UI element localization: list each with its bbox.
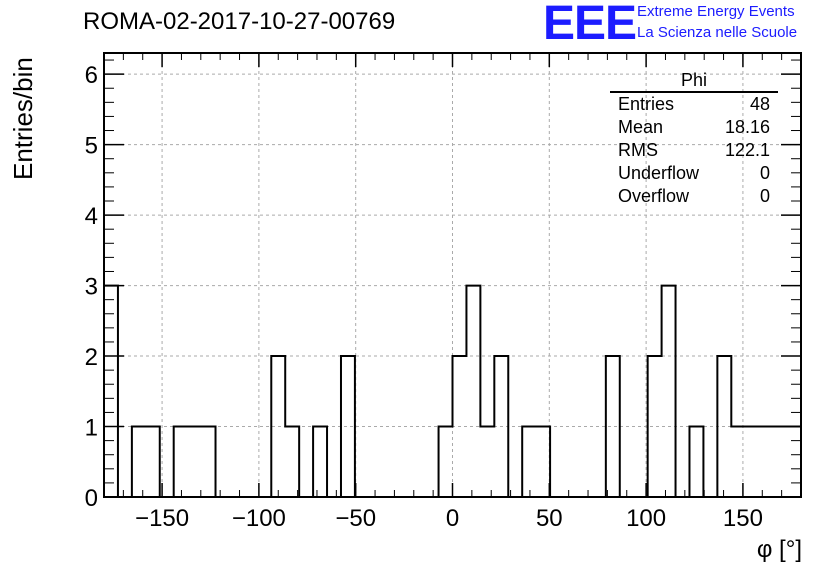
stats-value: 18.16 xyxy=(724,117,770,137)
y-tick-label: 5 xyxy=(85,133,98,160)
histogram-bin xyxy=(285,427,299,497)
axis-ticks xyxy=(104,53,801,498)
histogram-bin xyxy=(174,427,188,497)
histogram-bin xyxy=(787,427,801,497)
stats-value: 48 xyxy=(749,94,770,114)
x-tick-label: 100 xyxy=(626,505,666,532)
histogram-bin xyxy=(522,427,536,497)
y-tick-label: 1 xyxy=(85,415,98,442)
logo-line-2: La Scienza nelle Scuole xyxy=(637,24,798,41)
x-tick-label: −150 xyxy=(135,505,189,532)
x-axis-label: φ [°] xyxy=(756,536,802,563)
histogram-bin xyxy=(466,286,480,497)
tick-labels: −150 −100 −50 0 50 100 150 0 1 2 3 4 5 6 xyxy=(85,62,763,532)
stats-row-rms: RMS 122.1 xyxy=(610,139,778,162)
stats-row-mean: Mean 18.16 xyxy=(610,116,778,139)
histogram-bin xyxy=(648,356,662,497)
histogram-bin xyxy=(606,356,620,497)
stats-label: Underflow xyxy=(618,163,700,183)
y-tick-label: 6 xyxy=(85,62,98,89)
y-tick-label: 4 xyxy=(85,203,98,230)
histogram-bin xyxy=(745,427,759,497)
y-tick-label: 2 xyxy=(85,344,98,371)
stats-label: RMS xyxy=(618,140,658,160)
eee-logo: EEE xyxy=(543,0,637,50)
histogram-bin xyxy=(188,427,202,497)
stats-title: Phi xyxy=(610,70,778,93)
y-tick-label: 3 xyxy=(85,274,98,301)
stats-row-overflow: Overflow 0 xyxy=(610,185,778,208)
stats-box: Phi Entries 48 Mean 18.16 RMS 122.1 Unde… xyxy=(610,70,778,208)
histogram-bin xyxy=(480,427,494,497)
stats-value: 0 xyxy=(759,163,770,183)
stats-value: 122.1 xyxy=(724,140,770,160)
histogram-bin xyxy=(536,427,550,497)
x-tick-label: 50 xyxy=(536,505,563,532)
stats-row-underflow: Underflow 0 xyxy=(610,162,778,185)
histogram-bin xyxy=(313,427,327,497)
histogram-bin xyxy=(104,286,118,497)
stats-value: 0 xyxy=(759,186,770,206)
histogram-bin xyxy=(773,427,787,497)
histogram-bin xyxy=(132,427,146,497)
histogram-bin xyxy=(689,427,703,497)
logo-line-1: Extreme Energy Events xyxy=(637,3,795,20)
x-tick-label: −50 xyxy=(335,505,376,532)
histogram-bin xyxy=(439,427,453,497)
histogram-bin xyxy=(759,427,773,497)
x-tick-label: −100 xyxy=(232,505,286,532)
x-tick-label: 150 xyxy=(723,505,763,532)
y-axis-label: Entries/bin xyxy=(8,57,38,180)
histogram-bin xyxy=(202,427,216,497)
y-tick-label: 0 xyxy=(85,485,98,512)
histogram-bin xyxy=(662,286,676,497)
x-tick-label: 0 xyxy=(446,505,459,532)
stats-row-entries: Entries 48 xyxy=(610,93,778,116)
stats-label: Overflow xyxy=(618,186,690,206)
plot-title: ROMA-02-2017-10-27-00769 xyxy=(83,8,396,35)
histogram-bin xyxy=(146,427,160,497)
stats-label: Mean xyxy=(618,117,664,137)
stats-label: Entries xyxy=(618,94,675,114)
